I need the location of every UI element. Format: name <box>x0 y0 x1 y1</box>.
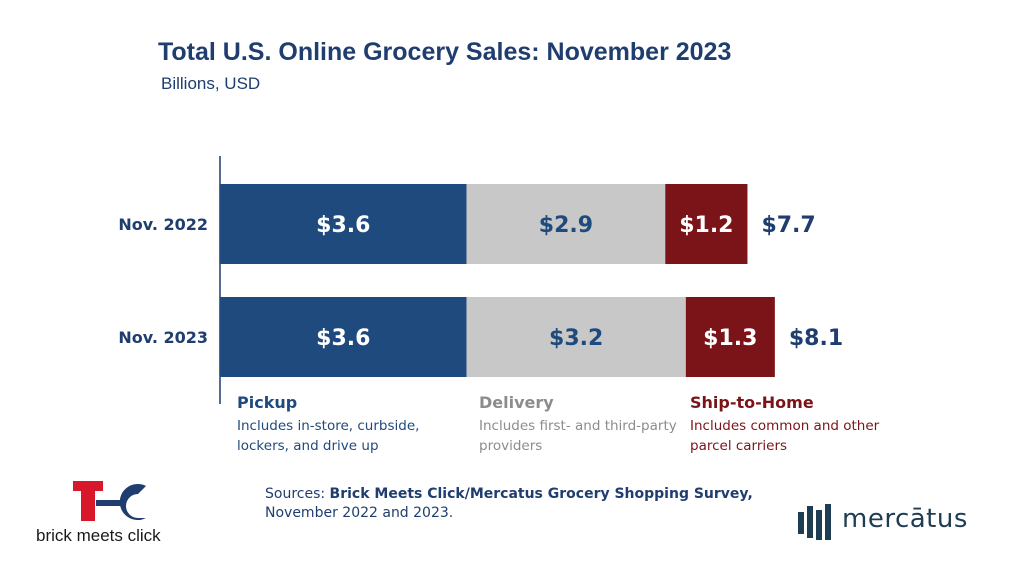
mercatus-wordmark: mercātus <box>842 504 968 534</box>
brick-meets-click-wordmark: brick meets click <box>36 526 161 545</box>
legend-pickup-desc: Includes in-store, curbside, lockers, an… <box>237 418 420 454</box>
bar-value-label: $1.3 <box>703 326 757 351</box>
brick-meets-click-logo-mark-icon <box>73 481 146 521</box>
bar-value-label: $3.2 <box>549 326 603 351</box>
bar-segment-pickup <box>220 184 467 264</box>
sources-note: Sources: Brick Meets Click/Mercatus Groc… <box>265 485 753 523</box>
legend-delivery: Delivery Includes first- and third-party… <box>479 392 679 456</box>
bar-value-label: $1.2 <box>679 213 733 238</box>
bar-segment-delivery <box>466 297 686 377</box>
chart-subtitle: Billions, USD <box>161 74 261 93</box>
sources-name: Brick Meets Click/Mercatus Grocery Shopp… <box>329 486 753 502</box>
legend-ship-to-home: Ship-to-Home Includes common and other p… <box>690 392 890 456</box>
bar-segment-ship-to-home <box>685 297 775 377</box>
chart-title: Total U.S. Online Grocery Sales: Novembe… <box>158 38 732 66</box>
bar-segment-pickup <box>220 297 467 377</box>
bar-value-label: $2.9 <box>539 213 593 238</box>
bar-value-label: $3.6 <box>316 326 370 351</box>
category-label: Nov. 2022 <box>118 215 208 234</box>
legend-ship-to-home-desc: Includes common and other parcel carrier… <box>690 418 880 454</box>
brick-meets-click-logo: brick meets click <box>36 478 216 548</box>
sources-line2: November 2022 and 2023. <box>265 505 454 521</box>
legend-ship-to-home-name: Ship-to-Home <box>690 393 814 412</box>
mercatus-logo-mark-icon <box>798 504 831 540</box>
stacked-bar-chart: Nov. 2022 $3.6 $2.9 $1.2 $7.7 Nov. 2023 $3.6 $3… <box>118 156 843 404</box>
category-label: Nov. 2023 <box>118 328 208 347</box>
legend-pickup: Pickup Includes in-store, curbside, lock… <box>237 392 437 456</box>
bar-total-label: $8.1 <box>789 326 843 351</box>
bar-segment-delivery <box>466 184 666 264</box>
legend-pickup-name: Pickup <box>237 393 298 412</box>
legend-delivery-desc: Includes first- and third-party provider… <box>479 418 677 454</box>
bar-segment-ship-to-home <box>665 184 748 264</box>
sources-prefix: Sources: <box>265 486 330 502</box>
legend-delivery-name: Delivery <box>479 393 554 412</box>
bar-total-label: $7.7 <box>761 213 815 238</box>
bar-value-label: $3.6 <box>316 213 370 238</box>
mercatus-logo: mercātus <box>796 500 996 544</box>
